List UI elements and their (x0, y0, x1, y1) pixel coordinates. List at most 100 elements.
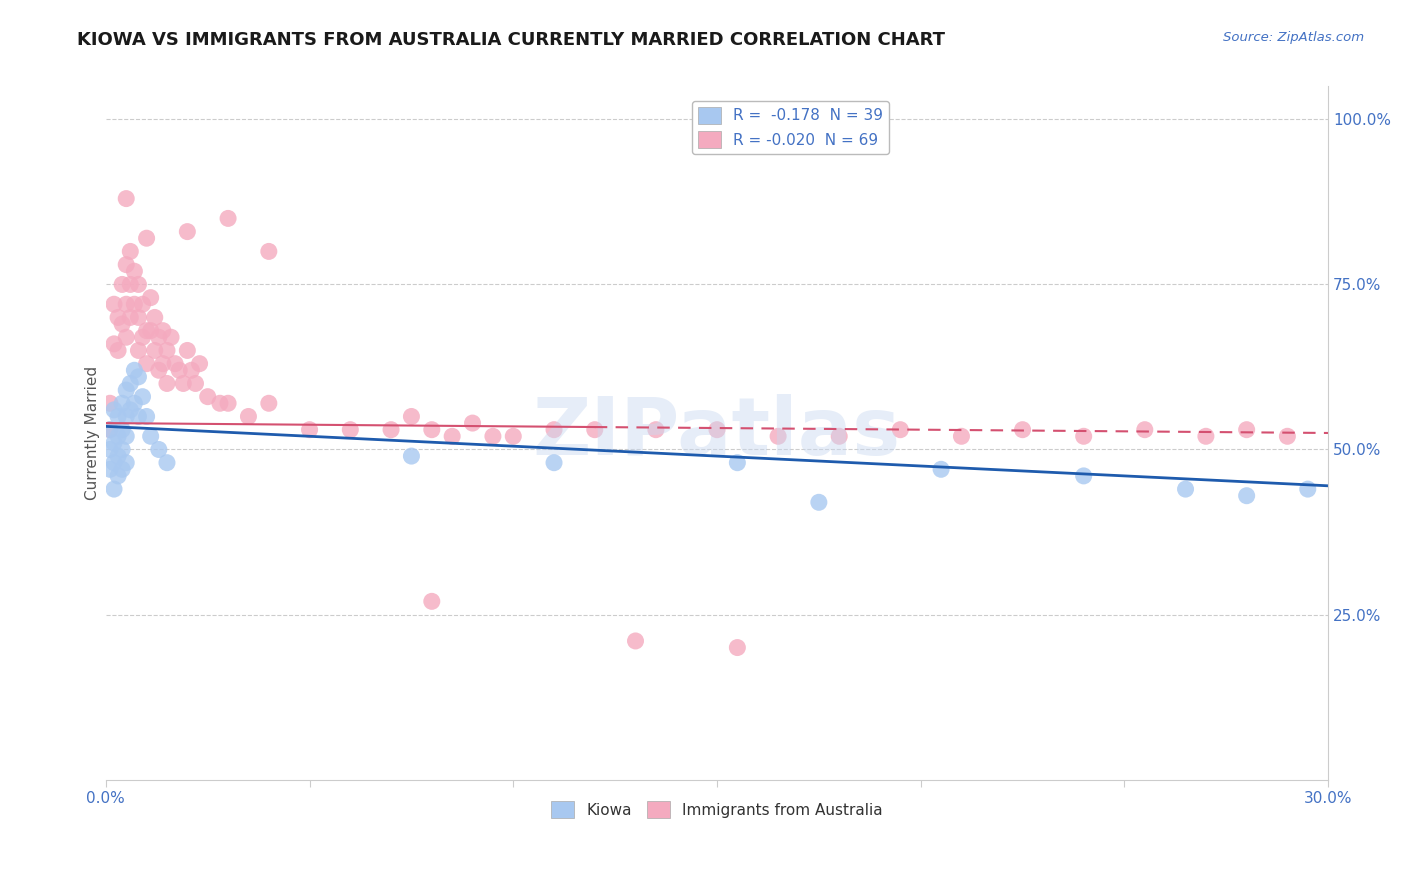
Point (725, 456, 748, 470)
Point (98, 442, 121, 457)
Point (152, 324, 174, 338)
Text: Source: ZipAtlas.com: Source: ZipAtlas.com (1223, 31, 1364, 45)
Point (103, 456, 125, 470)
Point (120, 244, 142, 259)
Point (176, 225, 198, 239)
Point (115, 409, 138, 424)
Point (115, 297, 138, 311)
Point (143, 343, 166, 358)
Point (165, 357, 187, 371)
Point (124, 264, 146, 278)
Point (706, 423, 728, 437)
Point (624, 634, 647, 648)
Point (156, 343, 179, 358)
Point (103, 436, 125, 450)
Point (120, 277, 142, 292)
Point (156, 376, 179, 391)
Point (461, 416, 484, 430)
Point (766, 429, 789, 443)
Point (148, 363, 170, 377)
Point (111, 277, 134, 292)
Point (115, 456, 138, 470)
Point (401, 409, 423, 424)
Point (103, 336, 125, 351)
Point (441, 429, 464, 443)
Point (124, 297, 146, 311)
Point (107, 449, 129, 463)
Point (111, 396, 134, 410)
Point (502, 429, 524, 443)
Point (115, 258, 138, 272)
Point (115, 330, 138, 344)
Point (889, 423, 911, 437)
Point (188, 357, 211, 371)
Point (111, 423, 134, 437)
Point (127, 277, 149, 292)
Point (98, 396, 121, 410)
Point (139, 324, 162, 338)
Point (143, 310, 166, 325)
Point (160, 330, 183, 344)
Point (1011, 423, 1033, 437)
Point (156, 456, 179, 470)
Point (98, 423, 121, 437)
Point (176, 343, 198, 358)
Point (950, 429, 973, 443)
Point (107, 429, 129, 443)
Point (172, 376, 194, 391)
Point (1073, 429, 1095, 443)
Point (127, 343, 149, 358)
Point (131, 297, 153, 311)
Legend: Kiowa, Immigrants from Australia: Kiowa, Immigrants from Australia (546, 795, 889, 824)
Point (1296, 482, 1319, 496)
Point (115, 383, 138, 397)
Point (401, 449, 423, 463)
Point (131, 330, 153, 344)
Point (120, 376, 142, 391)
Point (120, 403, 142, 417)
Point (115, 192, 138, 206)
Point (98, 423, 121, 437)
Point (111, 462, 134, 476)
Point (135, 231, 157, 245)
Point (725, 640, 748, 655)
Point (152, 357, 174, 371)
Point (148, 442, 170, 457)
Point (107, 343, 129, 358)
Point (420, 423, 443, 437)
Point (103, 482, 125, 496)
Point (111, 442, 134, 457)
Point (1195, 429, 1218, 443)
Point (139, 291, 162, 305)
Point (298, 423, 321, 437)
Point (131, 390, 153, 404)
Point (828, 429, 851, 443)
Text: KIOWA VS IMMIGRANTS FROM AUSTRALIA CURRENTLY MARRIED CORRELATION CHART: KIOWA VS IMMIGRANTS FROM AUSTRALIA CURRE… (77, 31, 945, 49)
Point (139, 429, 162, 443)
Y-axis label: Currently Married: Currently Married (86, 366, 100, 500)
Point (120, 310, 142, 325)
Point (98, 462, 121, 476)
Point (929, 462, 952, 476)
Point (1073, 469, 1095, 483)
Point (339, 423, 361, 437)
Text: ZIPatlas: ZIPatlas (533, 394, 901, 472)
Point (807, 495, 830, 509)
Point (180, 363, 202, 377)
Point (148, 330, 170, 344)
Point (124, 363, 146, 377)
Point (208, 396, 231, 410)
Point (184, 376, 207, 391)
Point (127, 409, 149, 424)
Point (111, 317, 134, 331)
Point (217, 211, 239, 226)
Point (217, 396, 239, 410)
Point (115, 429, 138, 443)
Point (197, 390, 219, 404)
Point (103, 403, 125, 417)
Point (238, 409, 260, 424)
Point (135, 324, 157, 338)
Point (1277, 429, 1299, 443)
Point (127, 369, 149, 384)
Point (543, 423, 565, 437)
